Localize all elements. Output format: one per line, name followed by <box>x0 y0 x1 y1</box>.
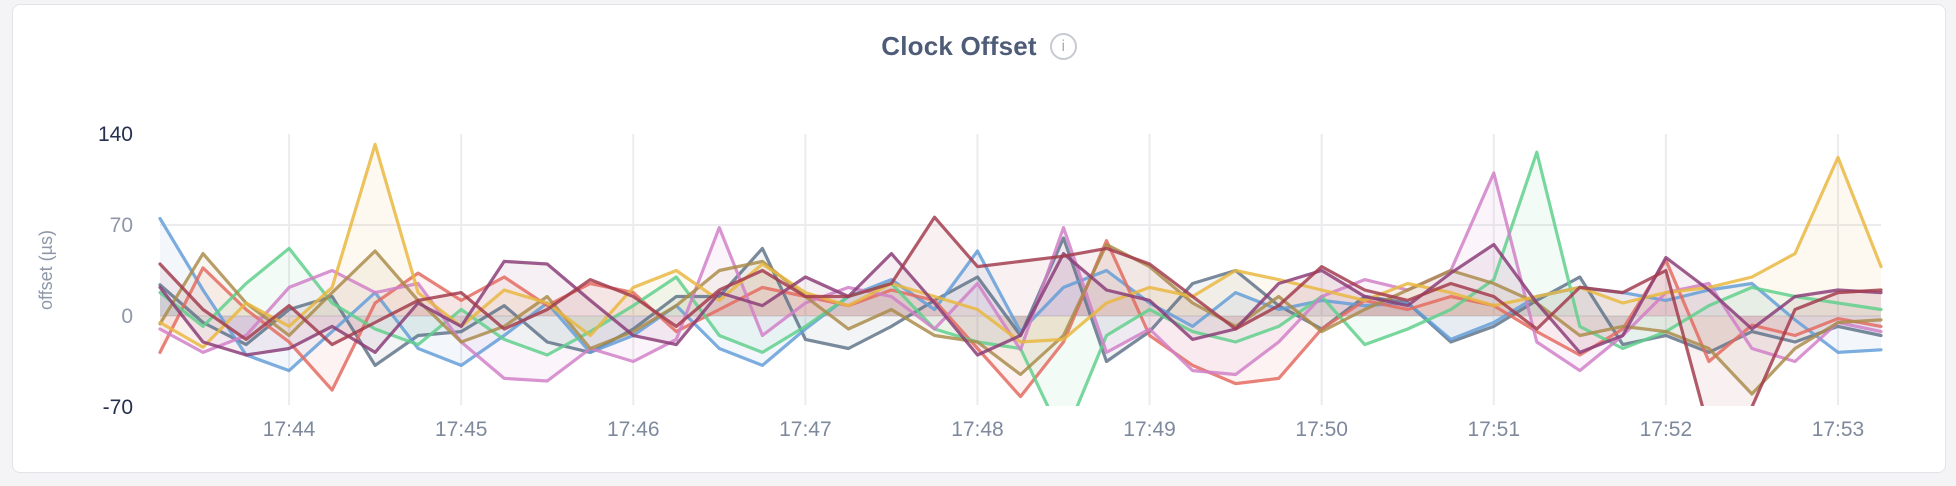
series-line-gold <box>158 142 1883 349</box>
x-tick-label: 17:47 <box>779 418 832 441</box>
info-icon[interactable]: i <box>1049 33 1077 60</box>
x-tick-label: 17:50 <box>1295 418 1348 441</box>
x-tick-label: 17:48 <box>951 418 1004 441</box>
x-tick-label: 17:45 <box>435 418 488 441</box>
x-tick-label: 17:49 <box>1123 418 1176 441</box>
series-area-salmon <box>160 240 1881 397</box>
y-axis-label: offset (µs) <box>36 230 56 310</box>
y-tick-label: -70 <box>103 396 133 419</box>
chart-title: Clock Offset <box>881 31 1037 61</box>
y-tick-label: 140 <box>98 123 133 146</box>
chart-header: Clock Offset i <box>13 31 1945 62</box>
series-area-maroon <box>160 217 1881 406</box>
x-tick-label: 17:52 <box>1640 418 1693 441</box>
series-area-khaki <box>160 244 1881 394</box>
chart-card: Clock Offset i <box>12 4 1946 473</box>
x-tick-label: 17:44 <box>263 418 316 441</box>
y-tick-label: 70 <box>110 214 133 237</box>
x-tick-label: 17:46 <box>607 418 660 441</box>
series-line-khaki <box>158 242 1883 396</box>
series-line-maroon <box>158 215 1883 406</box>
y-tick-label: 0 <box>121 305 133 328</box>
series-area-green <box>160 152 1881 406</box>
x-tick-label: 17:53 <box>1812 418 1865 441</box>
series-line-plum <box>158 242 1883 357</box>
series-line-orchid <box>158 171 1883 383</box>
series-area-orchid <box>160 173 1881 381</box>
x-tick-label: 17:51 <box>1467 418 1520 441</box>
